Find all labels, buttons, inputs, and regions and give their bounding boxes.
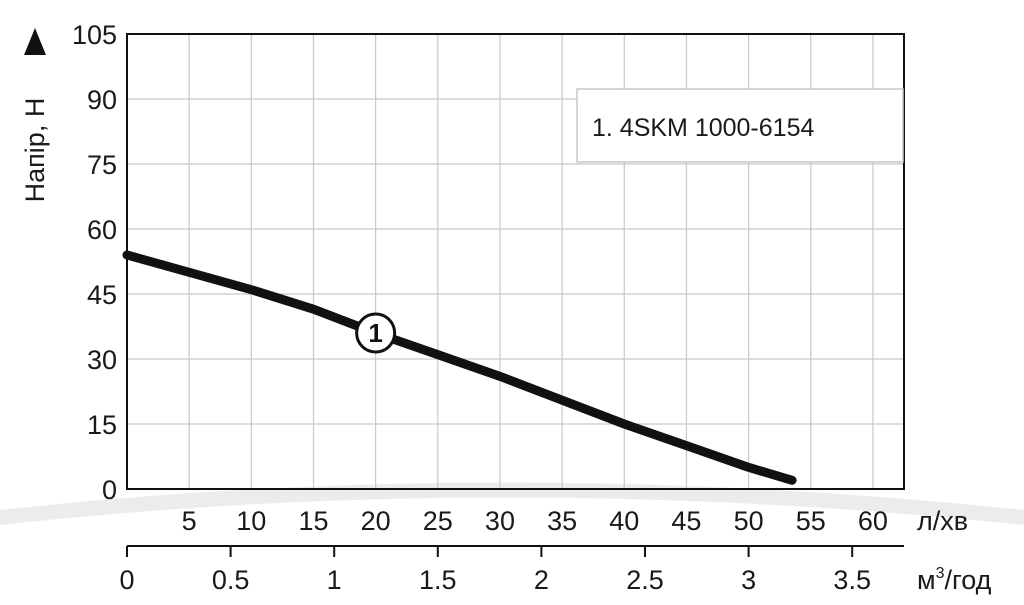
x-tick-label: 60 (858, 506, 888, 536)
series-marker-label: 1 (368, 318, 382, 348)
y-tick-labels: 0 15 30 45 60 75 90 105 (72, 20, 117, 505)
y-tick-label: 90 (87, 85, 117, 115)
secondary-x-tick-label: 1.5 (419, 565, 457, 595)
secondary-x-tick-label: 0.5 (212, 565, 250, 595)
x-tick-label: 15 (298, 506, 328, 536)
secondary-x-tick-label: 2.5 (626, 565, 664, 595)
legend-box (576, 88, 904, 163)
x-tick-label: 35 (547, 506, 577, 536)
secondary-x-tick-label: 2 (534, 565, 549, 595)
x-tick-labels: 5 10 15 20 25 30 35 40 45 50 55 60 (182, 506, 888, 536)
y-tick-label: 30 (87, 345, 117, 375)
secondary-x-tick-label: 1 (327, 565, 342, 595)
series-line-1 (122, 250, 797, 485)
secondary-x-axis: 0 0.5 1 1.5 2 2.5 3 3.5 (119, 545, 904, 595)
background-swoosh (0, 482, 1024, 525)
series-layer: 1 (122, 250, 797, 485)
y-tick-label: 0 (102, 475, 117, 505)
y-tick-label: 15 (87, 410, 117, 440)
x-tick-label: 10 (236, 506, 266, 536)
x-tick-label: 50 (734, 506, 764, 536)
x-tick-label: 55 (796, 506, 826, 536)
y-axis-label: Напір, Н (20, 98, 50, 203)
y-axis-arrow-icon (24, 28, 46, 55)
y-tick-label: 45 (87, 280, 117, 310)
legend-item-1: 1. 4SKM 1000-6154 (592, 114, 814, 142)
x-axis-unit-primary: л/хв (917, 506, 968, 536)
grid-lines (127, 34, 904, 489)
plot-frame (126, 33, 905, 490)
y-tick-label: 75 (87, 150, 117, 180)
secondary-x-tick-label: 3.5 (833, 565, 871, 595)
y-tick-label: 105 (72, 20, 117, 50)
x-tick-label: 30 (485, 506, 515, 536)
secondary-x-tick-label: 0 (119, 565, 134, 595)
x-tick-label: 45 (671, 506, 701, 536)
legend: 1. 4SKM 1000-6154 (576, 88, 904, 163)
x-tick-label: 20 (361, 506, 391, 536)
y-tick-label: 60 (87, 215, 117, 245)
x-tick-label: 40 (609, 506, 639, 536)
secondary-x-tick-label: 3 (741, 565, 756, 595)
x-axis-unit-secondary: м3/год (917, 565, 992, 595)
x-tick-label: 5 (182, 506, 197, 536)
x-tick-label: 25 (423, 506, 453, 536)
series-marker-circle (355, 312, 397, 354)
